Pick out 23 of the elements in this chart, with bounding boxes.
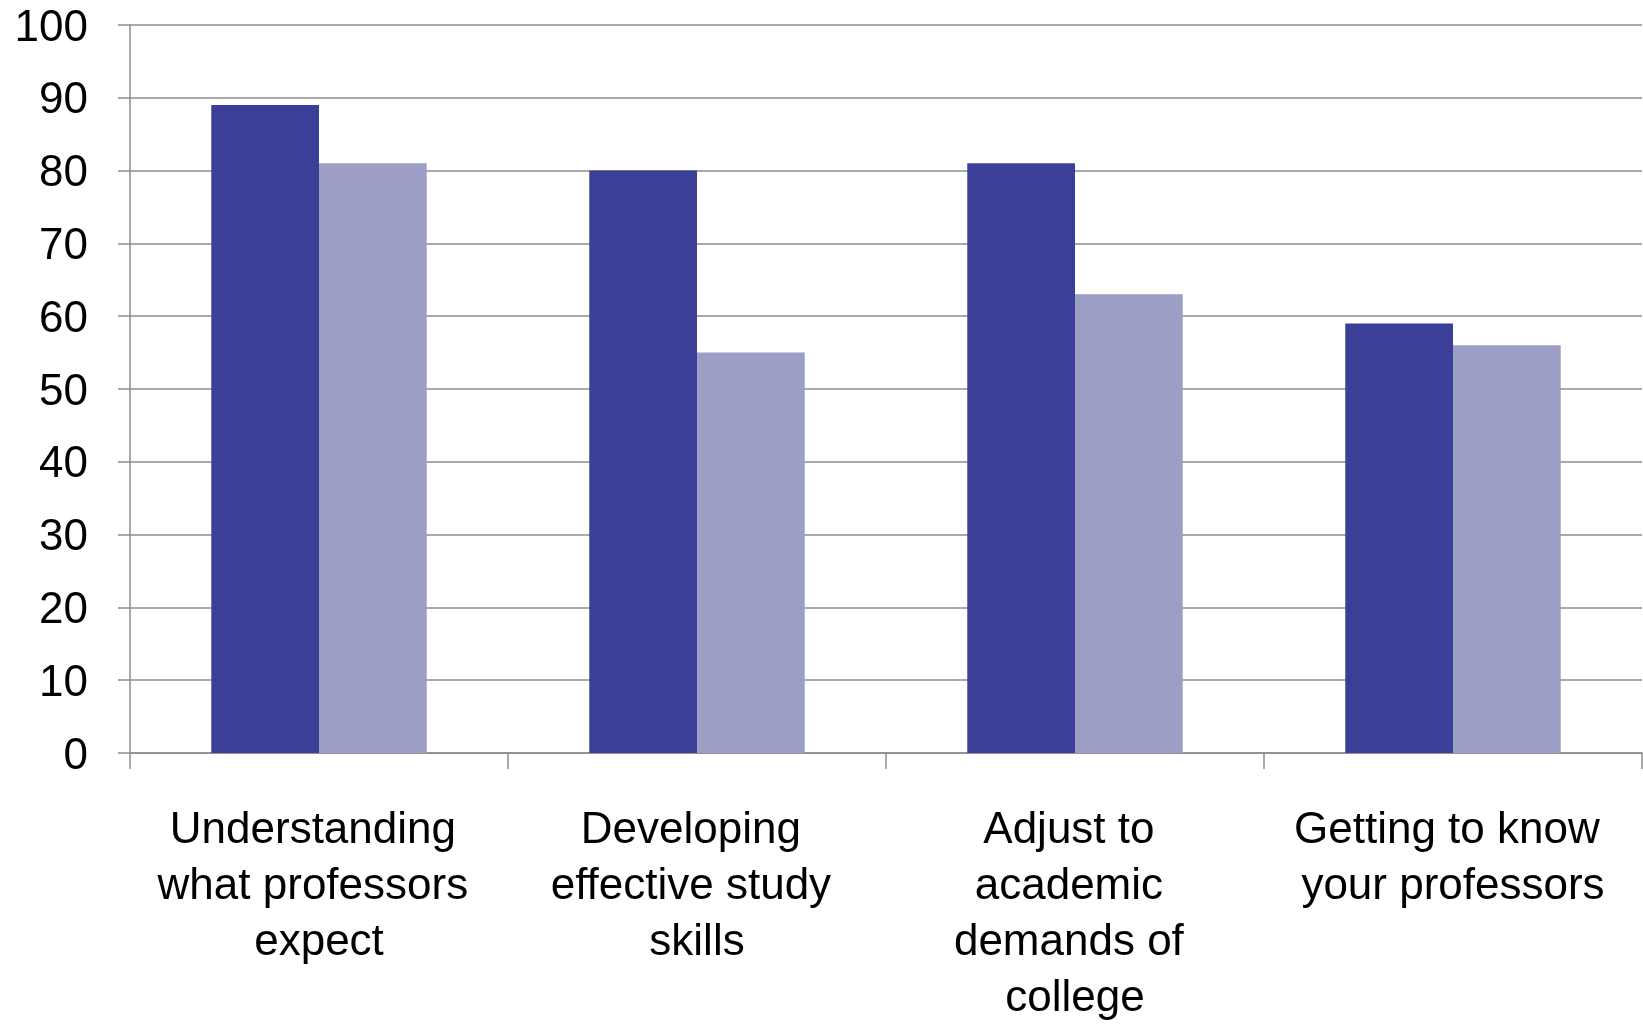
y-tick-label: 60 bbox=[39, 291, 88, 341]
bar bbox=[1453, 345, 1561, 753]
y-tick-label: 10 bbox=[39, 655, 88, 705]
y-tick-label: 80 bbox=[39, 146, 88, 196]
bar bbox=[589, 170, 697, 753]
bar bbox=[967, 163, 1075, 753]
x-tick-label: Understanding what professors expect bbox=[156, 802, 481, 964]
bar bbox=[697, 352, 805, 753]
y-tick-label: 90 bbox=[39, 73, 88, 123]
bar bbox=[211, 105, 319, 753]
y-tick-label: 0 bbox=[63, 728, 88, 778]
y-tick-label: 30 bbox=[39, 510, 88, 560]
bar bbox=[1345, 323, 1453, 753]
bar bbox=[1075, 294, 1183, 753]
x-tick-label: Getting to know your professors bbox=[1294, 802, 1612, 908]
y-tick-label: 50 bbox=[39, 364, 88, 414]
y-tick-label: 20 bbox=[39, 582, 88, 632]
x-tick-label: Developing effective study skills bbox=[550, 802, 844, 964]
y-tick-label: 100 bbox=[14, 0, 88, 50]
bar bbox=[319, 163, 427, 753]
y-tick-label: 70 bbox=[39, 218, 88, 268]
x-tick-label: Adjust to academic demands of college bbox=[953, 802, 1197, 1020]
y-tick-label: 40 bbox=[39, 437, 88, 487]
